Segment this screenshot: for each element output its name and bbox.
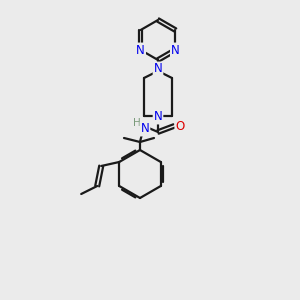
Text: N: N: [154, 62, 162, 76]
Text: H: H: [133, 118, 141, 128]
Text: O: O: [176, 119, 184, 133]
Text: N: N: [154, 110, 162, 124]
Text: N: N: [136, 44, 145, 56]
Text: N: N: [171, 44, 180, 56]
Text: N: N: [141, 122, 149, 136]
